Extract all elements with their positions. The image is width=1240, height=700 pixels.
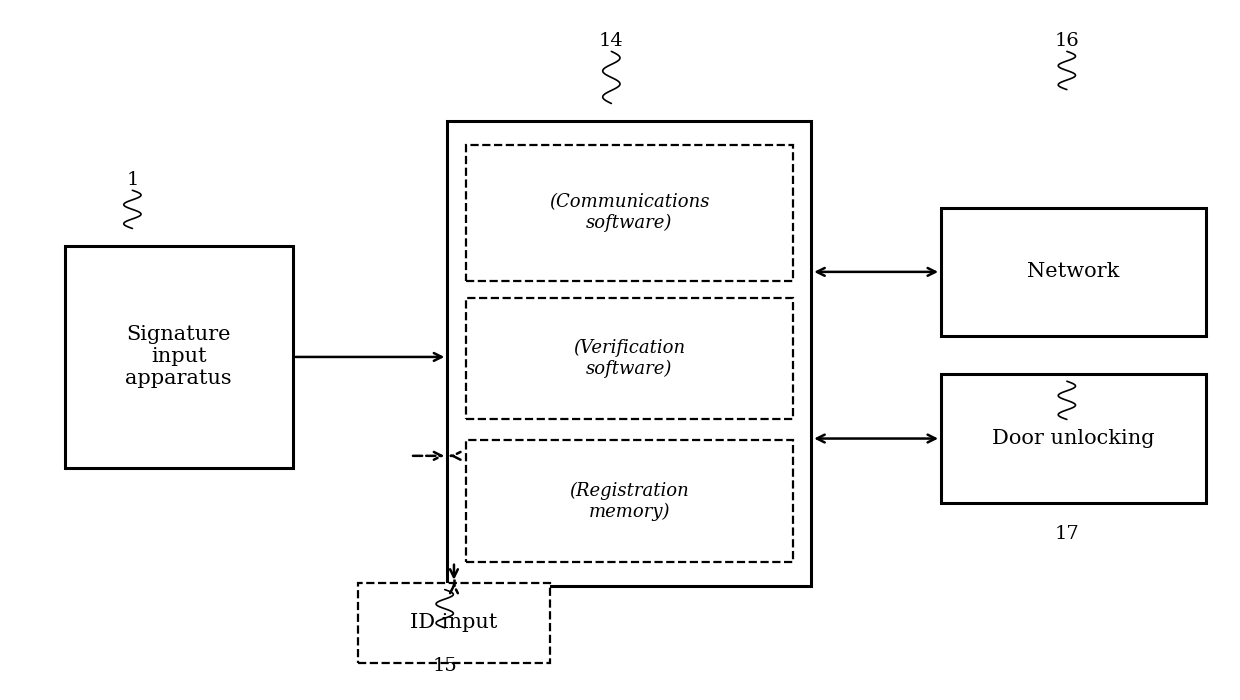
Text: 14: 14 — [599, 32, 624, 50]
Bar — [466, 298, 792, 419]
Bar — [466, 440, 792, 562]
Text: Network: Network — [1028, 262, 1120, 281]
Text: (Verification
software): (Verification software) — [573, 339, 686, 379]
Text: ID input: ID input — [410, 613, 497, 632]
Bar — [64, 246, 293, 468]
Text: 17: 17 — [1054, 525, 1079, 543]
Bar — [358, 582, 549, 662]
Text: 16: 16 — [1054, 32, 1079, 50]
Bar — [941, 208, 1207, 336]
Text: 15: 15 — [433, 657, 458, 675]
Text: Door unlocking: Door unlocking — [992, 429, 1154, 448]
Text: (Registration
memory): (Registration memory) — [569, 482, 689, 521]
Bar — [448, 121, 811, 586]
Text: 1: 1 — [126, 171, 139, 189]
Bar — [466, 145, 792, 281]
Bar — [941, 374, 1207, 503]
Text: (Communications
software): (Communications software) — [549, 193, 709, 232]
Text: Signature
input
apparatus: Signature input apparatus — [125, 326, 232, 388]
